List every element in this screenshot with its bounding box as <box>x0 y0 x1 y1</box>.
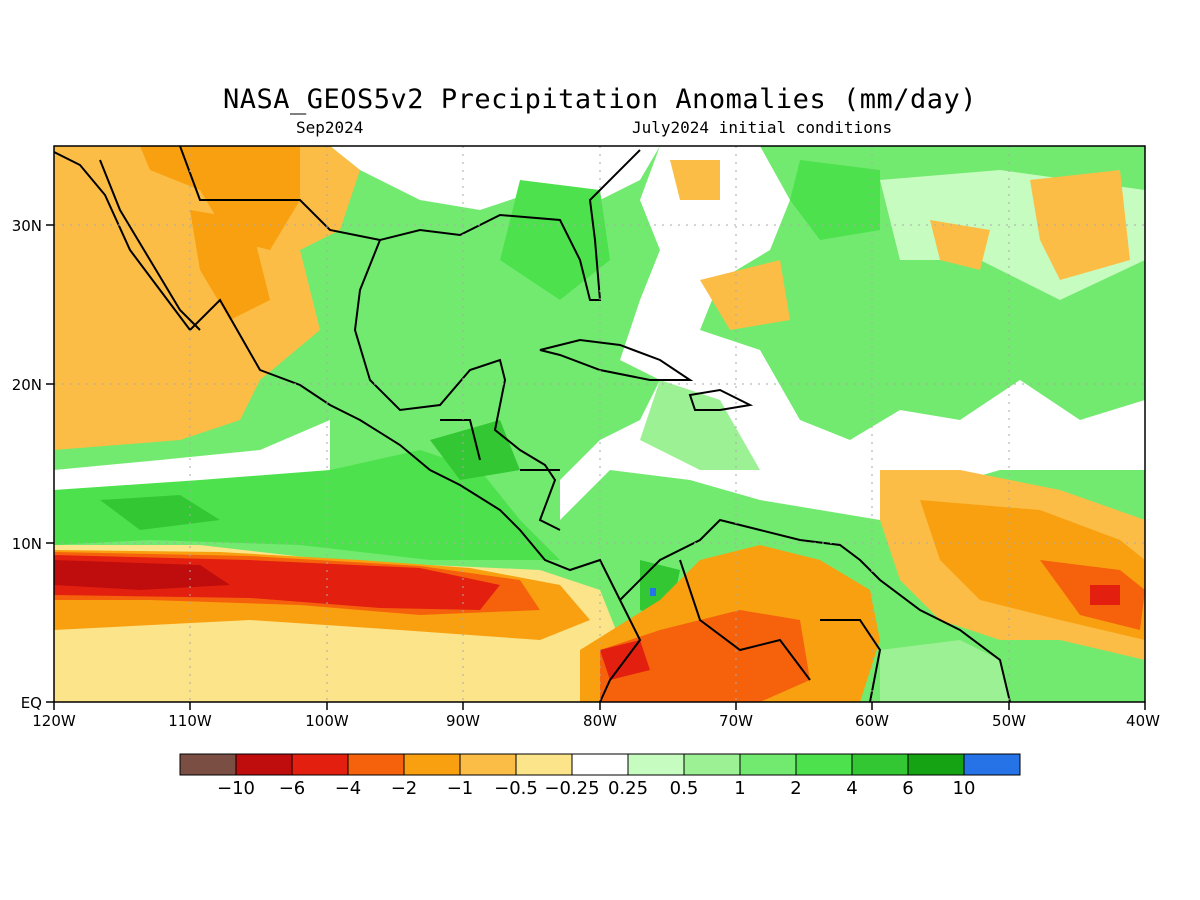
colorbar-swatch <box>795 753 853 776</box>
coast-hispaniola <box>688 388 754 411</box>
colorbar-swatch <box>235 753 293 776</box>
region-green-atlantic <box>790 160 880 240</box>
region-dry-baja <box>54 290 160 440</box>
coast-cuba <box>539 338 694 381</box>
region-dark-green-yucatan <box>430 420 520 480</box>
colorbar-label: −1 <box>447 778 474 799</box>
region-dry-patch-3 <box>930 220 990 270</box>
valid-month-label: Sep2024 <box>296 118 364 137</box>
colorbar-label: −4 <box>335 778 362 799</box>
region-dry-northwest-core <box>140 146 300 250</box>
region-light-green-central <box>640 380 760 470</box>
lon-tick-label: 60W <box>855 712 889 730</box>
region-dry-mexico <box>190 210 270 320</box>
colorbar: −10 −6 −4 −2 −1 −0.5 −0.25 0.25 0.5 1 2 4 6 10 <box>179 753 1021 799</box>
graticule <box>54 146 1145 702</box>
region-dry-patch-1 <box>700 260 790 330</box>
initial-conditions-label: July2024 initial conditions <box>632 118 893 137</box>
colorbar-label: 1 <box>734 778 745 799</box>
lat-tick-label: 20N <box>12 376 42 394</box>
lon-tick-label: 50W <box>992 712 1026 730</box>
lat-tick-label: 10N <box>12 535 42 553</box>
coast-us-gulf <box>379 149 641 301</box>
map-title: NASA_GEOS5v2 Precipitation Anomalies (mm… <box>223 84 977 115</box>
colorbar-label: 0.25 <box>608 778 648 799</box>
colorbar-swatch <box>851 753 909 776</box>
colorbar-swatch <box>179 753 237 776</box>
colorbar-swatch <box>963 753 1021 776</box>
colorbar-swatch <box>739 753 797 776</box>
region-itcz-dark-red <box>54 560 230 590</box>
lon-tick-label: 70W <box>719 712 753 730</box>
border-inland <box>179 146 882 702</box>
lat-tick-label: 30N <box>12 217 42 235</box>
coastlines <box>54 146 1011 702</box>
lon-labels: 120W 110W 100W 90W 80W 70W 60W 50W 40W <box>32 712 1160 730</box>
region-dry-patch-4 <box>670 160 720 200</box>
coast-mexico-pacific <box>54 151 642 702</box>
lat-labels: EQ 10N 20N 30N <box>12 217 42 712</box>
lon-tick-label: 100W <box>305 712 349 730</box>
coast-south-america <box>619 518 1011 702</box>
colorbar-swatch <box>683 753 741 776</box>
colorbar-label: 6 <box>902 778 913 799</box>
lon-tick-label: 120W <box>32 712 76 730</box>
region-green-epac <box>54 450 560 560</box>
colorbar-swatch <box>459 753 517 776</box>
lat-tick-label: EQ <box>21 694 42 712</box>
colorbar-label: −6 <box>279 778 306 799</box>
coast-baja <box>99 159 201 331</box>
colorbar-label: −0.25 <box>544 778 599 799</box>
colorbar-swatch <box>403 753 461 776</box>
tick-marks <box>46 224 1146 710</box>
colorbar-swatch <box>347 753 405 776</box>
colorbar-swatch <box>571 753 629 776</box>
region-dry-colombia-core <box>600 610 810 702</box>
anomaly-field <box>54 146 1145 702</box>
region-light-green-guianas <box>880 640 1010 702</box>
lon-tick-label: 40W <box>1126 712 1160 730</box>
region-dry-atlantic-spot <box>1090 585 1120 605</box>
region-dark-green-epac <box>100 495 220 530</box>
colorbar-label: −2 <box>391 778 418 799</box>
colorbar-label: −0.5 <box>494 778 538 799</box>
coast-gulf <box>353 239 561 531</box>
colorbar-swatch <box>291 753 349 776</box>
lon-tick-label: 110W <box>168 712 212 730</box>
colorbar-label: 4 <box>846 778 857 799</box>
lon-tick-label: 80W <box>583 712 617 730</box>
colorbar-label: 10 <box>953 778 976 799</box>
region-wet-spot <box>650 588 656 596</box>
colorbar-swatch <box>515 753 573 776</box>
lon-tick-label: 90W <box>446 712 480 730</box>
colorbar-swatch <box>907 753 965 776</box>
colorbar-label: 0.5 <box>670 778 699 799</box>
colorbar-label: 2 <box>790 778 801 799</box>
colorbar-swatch <box>627 753 685 776</box>
colorbar-label: −10 <box>217 778 255 799</box>
